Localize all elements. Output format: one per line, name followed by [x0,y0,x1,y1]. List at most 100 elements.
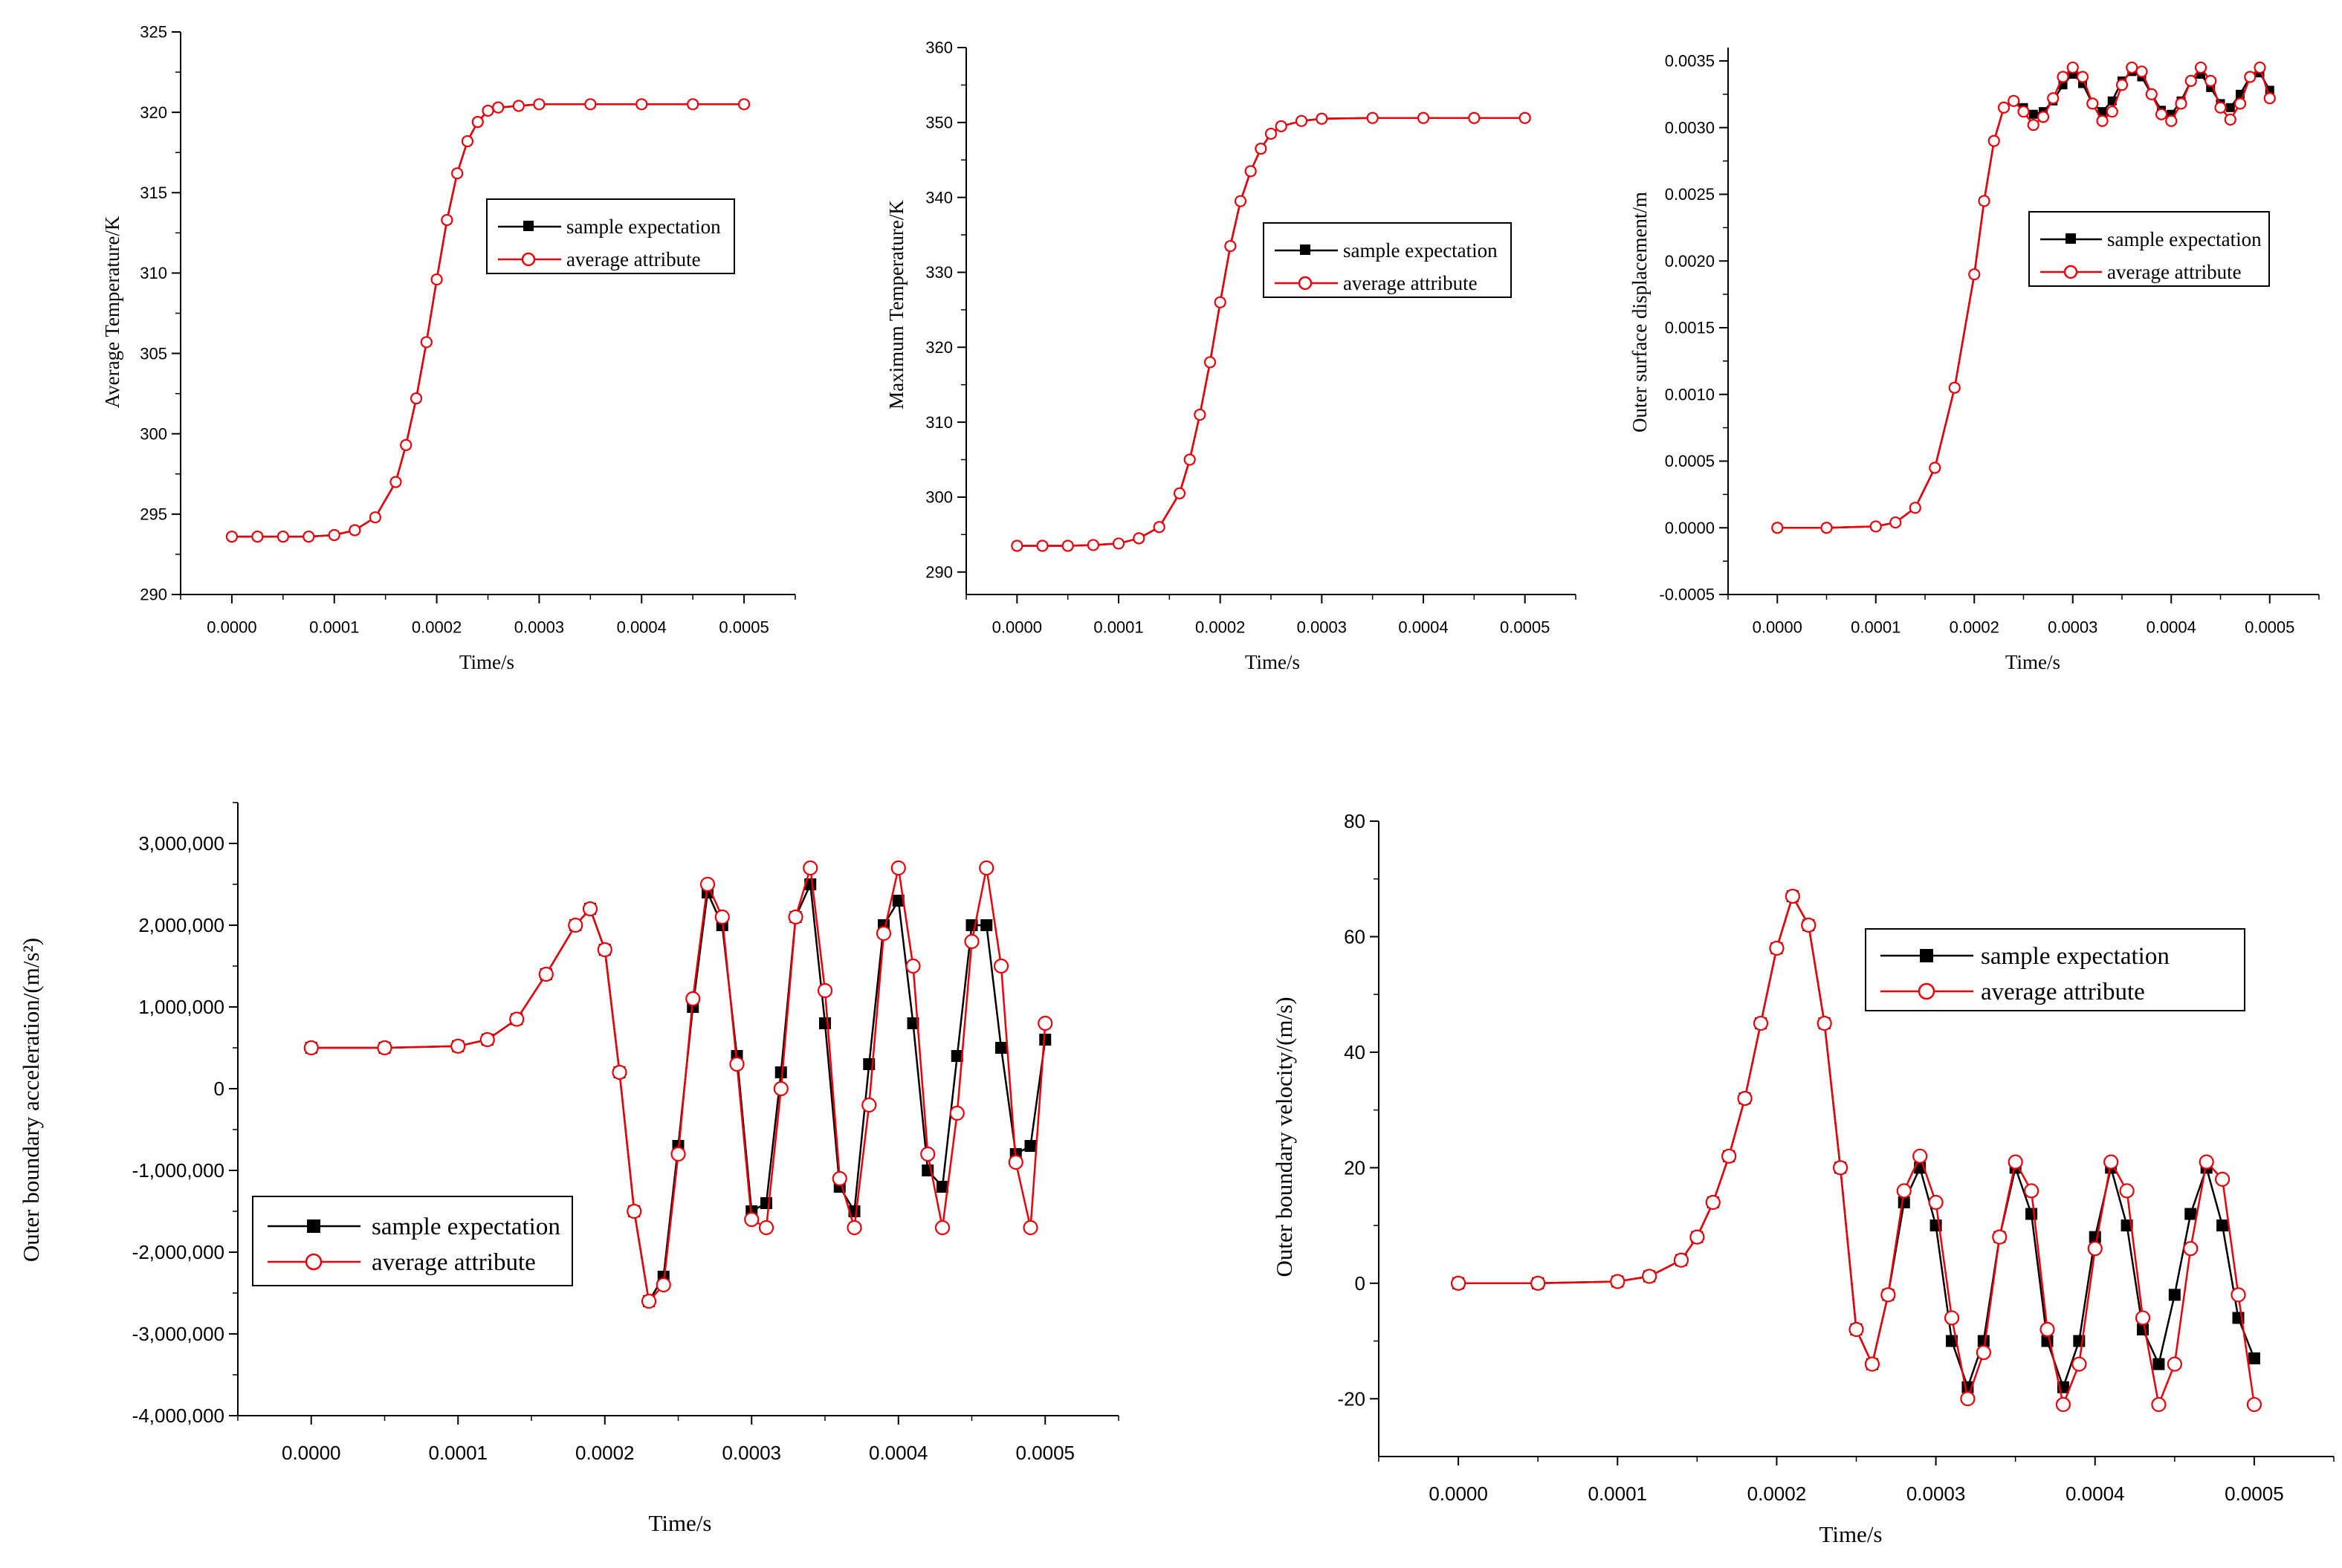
x-tick-label: 0.0004 [2147,618,2196,637]
data-point-expectation [819,1017,831,1029]
x-tick-label: 0.0004 [617,618,667,637]
data-point-attribute [714,909,730,925]
data-point-attribute [2214,1171,2231,1188]
legend-marker-attribute [521,252,536,267]
legend-marker-attribute [1918,982,1935,1000]
data-point-attribute [905,958,921,974]
data-point-attribute [1011,540,1023,552]
data-point-attribute [584,98,597,111]
data-point-attribute [328,528,340,542]
data-point-attribute [2214,101,2227,114]
x-tick-label: 0.0002 [575,1442,635,1464]
data-point-attribute [2199,1154,2214,1170]
legend-label-expectation: sample expectation [1343,239,1498,262]
data-point-attribute [349,524,361,537]
x-tick-label: 0.0003 [722,1442,781,1464]
y-tick-label: 295 [140,505,167,524]
y-tick-label: 0.0035 [1665,52,1715,71]
legend-label-expectation: sample expectation [2107,228,2262,250]
data-point-expectation [1039,1034,1052,1046]
data-point-attribute [369,511,381,524]
data-point-expectation [980,919,993,931]
y-tick-label: 0 [1355,1272,1365,1295]
legend-box [252,1196,573,1286]
data-point-attribute [441,213,453,227]
data-point-attribute [1801,917,1817,933]
data-point-attribute [1960,1391,1976,1407]
data-point-attribute [2076,71,2089,83]
y-tick-label: 0 [214,1078,224,1100]
data-point-attribute [1450,1275,1466,1291]
data-point-attribute [2167,1356,2182,1372]
x-tick-label: 0.0005 [2225,1483,2284,1505]
data-point-attribute [1234,195,1247,207]
data-point-attribute [1264,127,1278,140]
data-point-expectation [907,1017,919,1029]
x-tick-label: 0.0003 [2048,618,2097,637]
data-point-attribute [492,101,505,114]
data-point-attribute [656,1277,671,1293]
data-point-expectation [1977,1335,1990,1347]
x-axis-label: Time/s [1819,1521,1882,1547]
data-point-attribute [934,1219,951,1236]
legend-label-expectation: sample expectation [566,216,721,238]
data-point-attribute [729,1056,745,1072]
legend-label-attribute: average attribute [2107,261,2242,283]
y-tick-label: -20 [1337,1387,1365,1410]
data-point-attribute [832,1170,847,1187]
y-tick-label: 290 [140,586,167,604]
data-point-expectation [937,1181,948,1193]
data-point-attribute [2224,113,2236,126]
data-point-attribute [2103,1154,2119,1170]
data-point-attribute [1203,356,1217,369]
data-point-attribute [2126,61,2138,74]
data-point-attribute [1173,487,1186,499]
data-point-attribute [1944,1310,1960,1326]
x-tick-label: 0.0000 [992,618,1042,637]
y-tick-label: 325 [140,23,167,42]
data-point-attribute [1194,408,1206,421]
x-tick-label: 0.0005 [719,618,769,637]
data-point-attribute [1948,381,1961,394]
data-point-attribute [482,104,494,117]
data-point-attribute [744,1211,760,1228]
data-point-attribute [1820,522,1833,534]
data-point-attribute [303,1040,319,1056]
x-tick-label: 0.0001 [1093,618,1143,637]
x-tick-label: 0.0001 [309,618,359,637]
data-point-attribute [2204,74,2217,87]
y-tick-label: 0.0005 [1665,452,1715,470]
data-point-attribute [479,1031,495,1048]
data-point-attribute [1880,1287,1896,1303]
data-point-attribute [979,860,994,876]
data-point-expectation [2184,1208,2197,1220]
data-point-attribute [964,933,980,950]
data-point-attribute [1737,1090,1753,1107]
data-point-expectation [2025,1208,2038,1220]
data-point-attribute [1275,120,1287,132]
data-point-attribute [471,116,484,129]
data-point-attribute [1848,1321,1864,1338]
data-point-attribute [1912,1148,1928,1164]
y-tick-label: 360 [925,39,953,57]
y-tick-label: 315 [140,184,167,202]
y-tick-label: 80 [1344,810,1365,832]
data-point-attribute [920,1146,936,1162]
data-point-attribute [1968,268,1981,281]
x-axis-label: Time/s [648,1510,711,1536]
y-tick-label: -2,000,000 [132,1241,224,1263]
legend-marker-attribute [1298,276,1313,291]
y-tick-label: 310 [925,413,953,432]
data-point-attribute [1769,940,1785,956]
y-tick-label: -0.0005 [1659,586,1715,604]
data-point-attribute [1753,1015,1769,1031]
data-point-expectation [2168,1289,2181,1301]
data-point-attribute [2047,92,2060,105]
data-point-attribute [377,1040,392,1056]
y-tick-label: -1,000,000 [132,1159,224,1182]
series-line-attribute [1017,117,1525,547]
data-point-attribute [2037,111,2050,123]
data-point-attribute [1417,111,1430,124]
data-point-attribute [2039,1321,2055,1338]
